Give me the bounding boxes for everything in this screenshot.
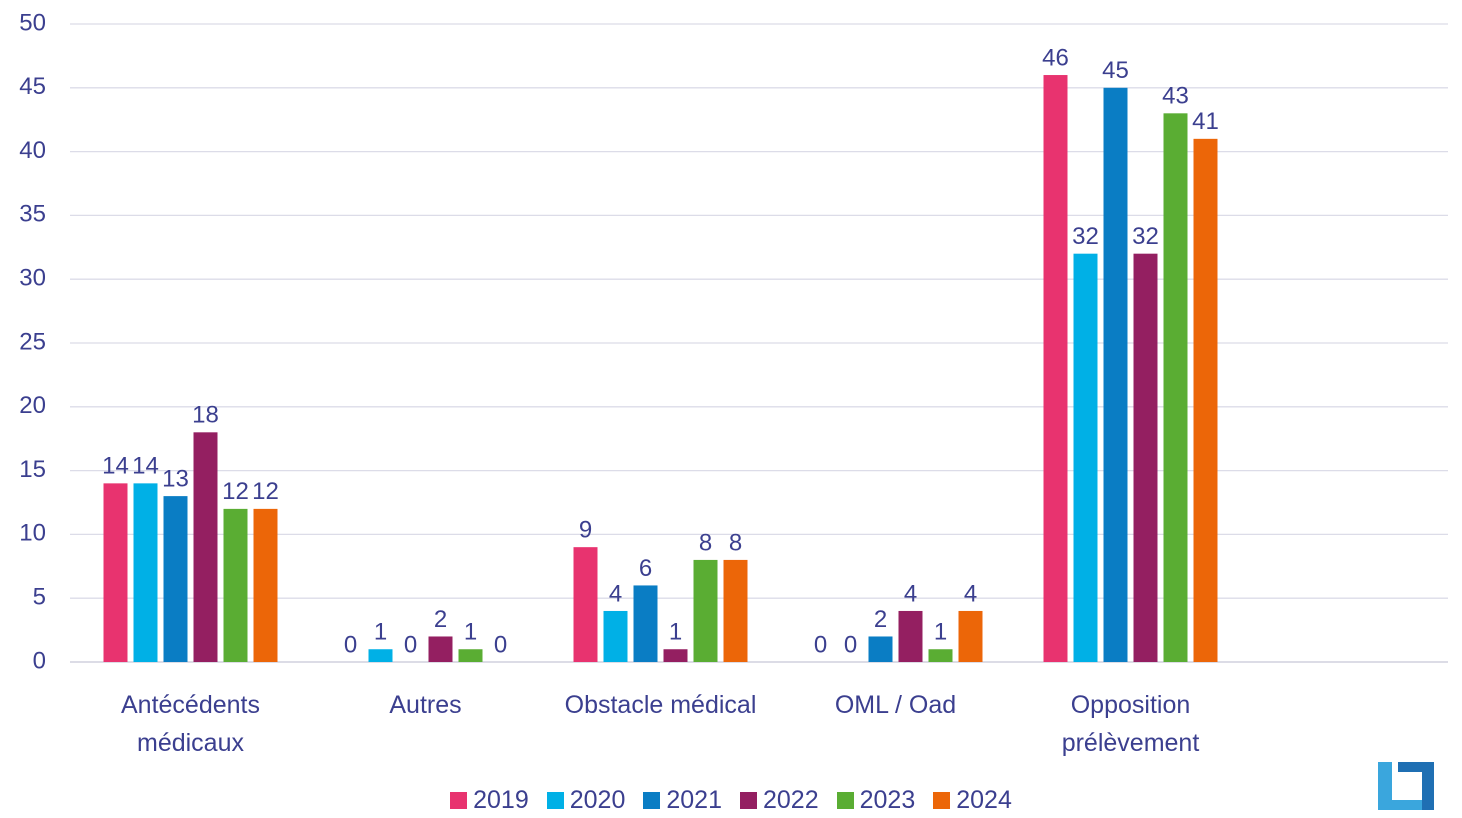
legend-label: 2022 (763, 786, 819, 814)
bar (458, 649, 483, 662)
y-tick-label: 35 (19, 201, 46, 228)
y-tick-label: 40 (19, 137, 46, 164)
legend-swatch (546, 792, 564, 809)
bar (663, 649, 688, 662)
bar (193, 432, 218, 662)
y-tick-label: 30 (19, 265, 46, 292)
legend-swatch (836, 792, 854, 809)
bar (223, 508, 248, 662)
data-label: 1 (934, 619, 947, 646)
legend-item: 2023 (836, 786, 916, 815)
data-label: 14 (132, 453, 159, 480)
bar (868, 636, 893, 662)
y-tick-label: 25 (19, 328, 46, 355)
data-label: 9 (579, 517, 592, 544)
legend-item: 2020 (546, 786, 626, 815)
legend-swatch (933, 792, 951, 809)
data-label: 43 (1162, 83, 1189, 110)
legend: 2019 2020 2021 2022 2023 2024 (0, 786, 1462, 815)
bar (1163, 113, 1188, 662)
data-label: 8 (699, 529, 712, 556)
bar (898, 610, 923, 662)
legend-label: 2021 (666, 786, 722, 814)
data-label: 0 (494, 631, 507, 658)
legend-label: 2019 (473, 786, 529, 814)
data-label: 6 (639, 555, 652, 582)
data-label: 1 (464, 619, 477, 646)
logo (1378, 762, 1434, 810)
data-label: 2 (874, 606, 887, 633)
data-label: 2 (434, 606, 447, 633)
x-tick-label: Autres (389, 691, 462, 719)
y-tick-label: 50 (19, 9, 46, 36)
bar (1073, 253, 1098, 662)
data-label: 41 (1192, 108, 1219, 135)
legend-label: 2024 (956, 786, 1012, 814)
bar (1133, 253, 1158, 662)
bar (723, 559, 748, 662)
bar (133, 483, 158, 662)
y-tick-label: 45 (19, 73, 46, 100)
legend-item: 2024 (933, 786, 1012, 815)
x-tick-label: OML / Oad (834, 691, 957, 719)
data-label: 0 (814, 631, 827, 658)
bar (1043, 75, 1068, 663)
bar (603, 610, 628, 662)
data-label: 12 (252, 478, 279, 505)
data-label: 45 (1102, 57, 1129, 84)
data-label: 4 (904, 580, 917, 607)
data-label: 13 (162, 465, 189, 492)
data-label: 32 (1132, 223, 1159, 250)
y-tick-label: 20 (19, 392, 46, 419)
legend-label: 2023 (859, 786, 916, 814)
data-label: 4 (609, 580, 622, 607)
y-tick-label: 10 (19, 520, 46, 547)
y-tick-label: 15 (19, 456, 46, 483)
legend-swatch (450, 792, 468, 809)
bar (573, 547, 598, 662)
y-tick-label: 0 (33, 647, 46, 674)
legend-item: 2022 (740, 786, 819, 815)
data-label: 8 (729, 529, 742, 556)
bar (693, 559, 718, 662)
y-tick-label: 5 (33, 584, 46, 611)
data-label: 32 (1072, 223, 1099, 250)
bar (958, 610, 983, 662)
x-tick-label: Antécédents médicaux (121, 691, 260, 757)
bar (1103, 87, 1128, 663)
bar (928, 649, 953, 662)
data-label: 0 (844, 631, 857, 658)
bar (1193, 138, 1218, 663)
bar (253, 508, 278, 662)
data-label: 18 (192, 402, 219, 429)
bar (163, 496, 188, 662)
bar (633, 585, 658, 662)
data-label: 1 (374, 619, 387, 646)
legend-swatch (740, 792, 757, 809)
data-label: 4 (964, 580, 977, 607)
bar (428, 636, 453, 662)
data-label: 14 (102, 453, 129, 480)
legend-item: 2019 (450, 786, 529, 815)
bar (368, 649, 393, 662)
x-tick-label: Obstacle médical (564, 691, 757, 719)
legend-swatch (643, 792, 661, 809)
x-tick-label: Opposition prélèvement (1061, 691, 1200, 757)
data-label: 1 (669, 619, 682, 646)
data-label: 0 (344, 631, 357, 658)
data-label: 0 (404, 631, 417, 658)
bar (103, 483, 128, 662)
data-label: 12 (222, 478, 249, 505)
legend-item: 2021 (643, 786, 722, 815)
data-label: 46 (1042, 44, 1069, 71)
legend-label: 2020 (569, 786, 626, 814)
